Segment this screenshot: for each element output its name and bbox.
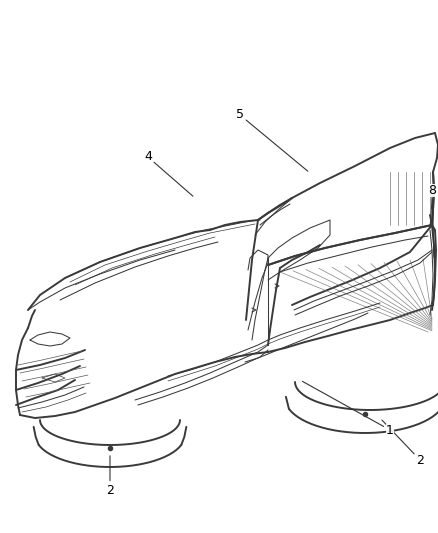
Text: 1: 1 xyxy=(302,381,394,437)
Text: 4: 4 xyxy=(144,150,193,196)
Text: 5: 5 xyxy=(236,109,308,171)
Text: 8: 8 xyxy=(428,183,436,257)
Text: 2: 2 xyxy=(106,456,114,497)
Text: 2: 2 xyxy=(382,420,424,466)
